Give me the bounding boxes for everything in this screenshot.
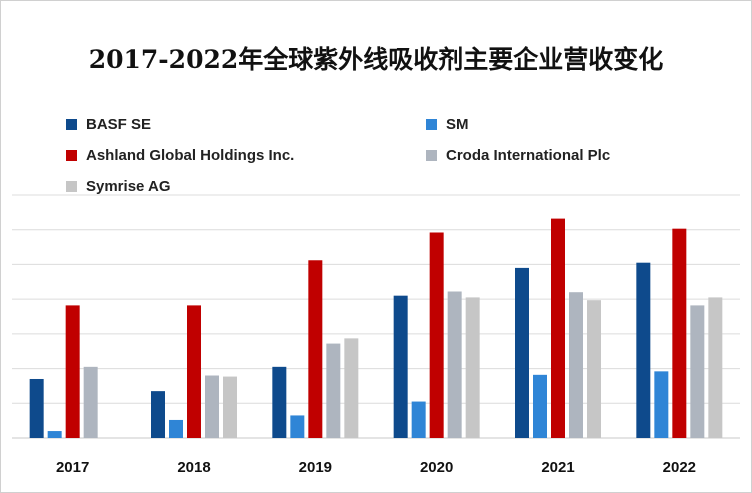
bar-2021-symrise-ag [587, 300, 601, 438]
bar-2020-croda-international-plc [447, 291, 462, 438]
legend-label-ashland: Ashland Global Holdings Inc. [86, 146, 295, 164]
legend-swatch-sm [426, 118, 437, 130]
x-tick-label-2020: 2020 [420, 459, 453, 476]
x-tick-label-2021: 2021 [541, 459, 574, 476]
legend-item-symrise: Symrise AG [66, 177, 171, 195]
legend-item-basf: BASF SE [66, 115, 151, 133]
bar-2019-basf-se [272, 366, 287, 438]
legend-swatch-basf [66, 118, 77, 130]
bar-2019-sm [290, 415, 305, 438]
bar-2017-croda-international-plc [83, 366, 98, 438]
bar-2017-basf-se [29, 378, 44, 438]
legend-label-croda: Croda International Plc [446, 146, 611, 164]
x-tick-label-2017: 2017 [56, 459, 89, 476]
bars [29, 218, 723, 438]
x-tick-labels: 2017 2018 2019 2020 2021 2022 [56, 459, 696, 476]
bar-2018-sm [169, 419, 183, 438]
bar-2017-ashland-global-holdings-inc [65, 305, 80, 438]
bar-2022-ashland-global-holdings-inc [672, 228, 687, 438]
bar-2020-basf-se [393, 295, 408, 438]
legend-label-sm: SM [446, 115, 469, 133]
chart-title: 2017-2022年全球紫外线吸收剂主要企业营收变化 [88, 45, 664, 74]
legend-swatch-croda [426, 149, 437, 161]
legend-swatch-symrise [66, 180, 77, 192]
bar-2021-sm [533, 374, 547, 438]
bar-2021-basf-se [515, 267, 529, 438]
bar-2018-croda-international-plc [205, 375, 219, 438]
bar-2019-croda-international-plc [326, 343, 341, 438]
bar-2017-sm [47, 431, 62, 438]
bar-2022-croda-international-plc [690, 305, 705, 438]
bar-2018-basf-se [151, 391, 165, 438]
bar-2018-symrise-ag [223, 376, 237, 438]
bar-2020-ashland-global-holdings-inc [429, 232, 444, 438]
bar-2020-symrise-ag [465, 297, 480, 438]
x-tick-label-2019: 2019 [299, 459, 332, 476]
gridlines [12, 194, 740, 439]
legend-label-basf: BASF SE [86, 115, 152, 133]
bar-2021-croda-international-plc [569, 292, 583, 438]
bar-2019-symrise-ag [344, 338, 359, 438]
legend-item-ashland: Ashland Global Holdings Inc. [66, 146, 294, 164]
bar-2020-sm [411, 401, 426, 438]
x-tick-label-2018: 2018 [177, 459, 210, 476]
x-tick-label-2022: 2022 [663, 459, 696, 476]
bar-2018-ashland-global-holdings-inc [187, 305, 201, 438]
legend-label-symrise: Symrise AG [86, 177, 171, 195]
bar-2019-ashland-global-holdings-inc [308, 260, 323, 438]
bar-2022-sm [654, 371, 669, 438]
bar-2021-ashland-global-holdings-inc [551, 218, 565, 438]
legend-item-croda: Croda International Plc [426, 146, 610, 164]
bar-2022-basf-se [636, 262, 651, 438]
legend-swatch-ashland [66, 149, 77, 161]
bar-2022-symrise-ag [708, 297, 723, 438]
legend-item-sm: SM [426, 115, 469, 133]
